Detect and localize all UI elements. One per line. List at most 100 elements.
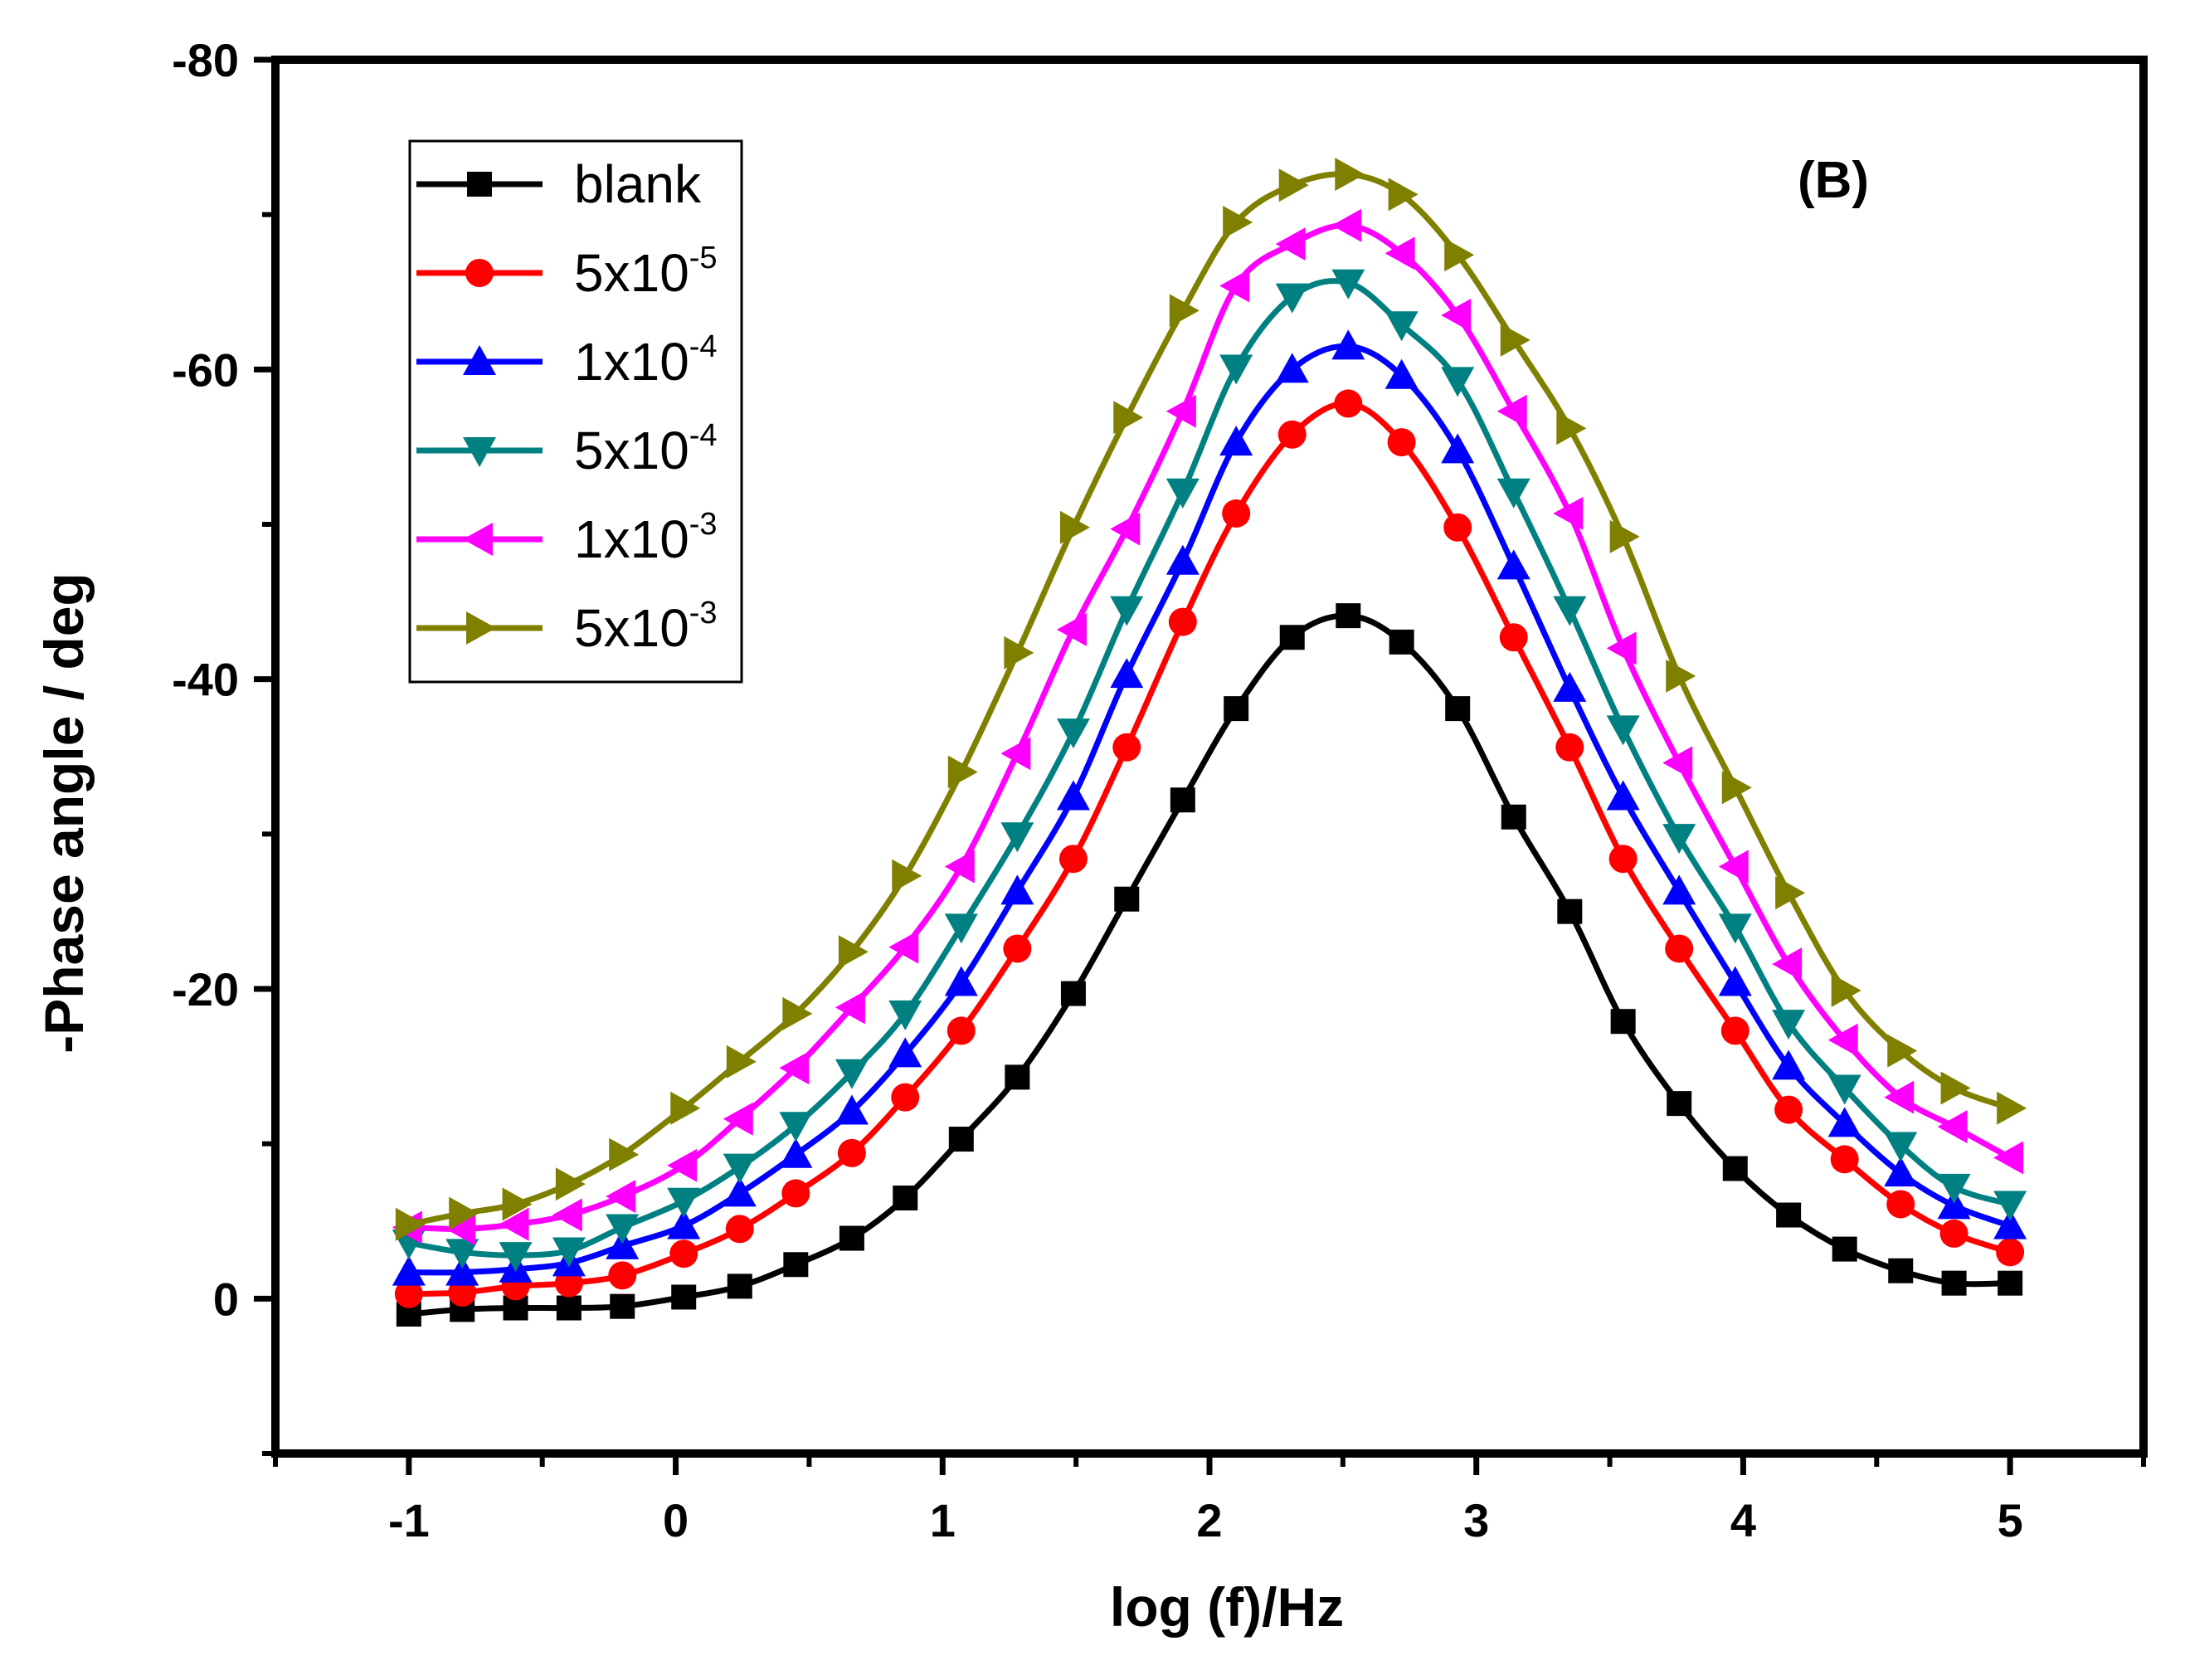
data-point xyxy=(1886,1190,1915,1219)
y-tick-label: -60 xyxy=(172,343,239,396)
data-point xyxy=(892,859,922,893)
legend: blank 5x10-5 1x10-4 5x10-4 1x10-3 5x10-3 xyxy=(408,139,743,684)
data-point xyxy=(1662,874,1696,905)
data-point xyxy=(1832,1236,1857,1262)
data-point xyxy=(1774,1095,1803,1124)
data-point xyxy=(552,1237,586,1268)
data-point xyxy=(394,1279,423,1308)
data-point xyxy=(502,1187,533,1221)
series-3 xyxy=(392,269,2027,1273)
data-point xyxy=(948,1127,974,1152)
x-axis-title: log (f)/Hz xyxy=(1110,1576,1344,1638)
data-point xyxy=(667,1187,701,1218)
data-point xyxy=(1165,478,1200,509)
data-point xyxy=(1884,1157,1918,1187)
data-point xyxy=(449,1196,479,1230)
data-point xyxy=(1387,428,1416,457)
data-point xyxy=(1827,1074,1861,1105)
data-point xyxy=(783,1252,809,1278)
data-point xyxy=(1336,603,1361,629)
data-point xyxy=(1937,1110,1968,1144)
data-point xyxy=(1331,269,1365,299)
data-point xyxy=(1772,1049,1806,1080)
data-point xyxy=(1441,367,1475,397)
data-point xyxy=(1003,934,1032,963)
data-point xyxy=(667,1209,701,1239)
x-tick-label: -1 xyxy=(388,1494,430,1546)
data-point xyxy=(1775,876,1806,910)
legend-label: 5x10-3 xyxy=(574,596,718,658)
data-point xyxy=(445,1212,476,1246)
data-point xyxy=(1993,1191,2027,1221)
series-5 xyxy=(395,158,2027,1241)
data-point xyxy=(445,1255,479,1286)
data-point xyxy=(1553,596,1587,626)
x-axis: -1 0 1 2 3 4 5 xyxy=(273,1454,2146,1546)
data-point xyxy=(838,935,869,969)
data-point xyxy=(1722,1156,1748,1181)
data-point xyxy=(1000,737,1031,771)
data-point xyxy=(1004,635,1034,670)
data-point xyxy=(1557,898,1583,924)
data-point xyxy=(1665,934,1694,963)
data-point xyxy=(1606,780,1640,811)
data-point xyxy=(1718,850,1749,884)
data-point xyxy=(1555,733,1584,762)
data-point xyxy=(1609,519,1640,553)
data-point xyxy=(1662,746,1693,780)
legend-swatch-marker xyxy=(465,259,494,287)
data-point xyxy=(1060,981,1086,1006)
data-point xyxy=(835,991,865,1025)
data-point xyxy=(1165,544,1200,575)
data-point xyxy=(667,1148,698,1182)
data-point xyxy=(1384,358,1419,389)
data-point xyxy=(723,1176,757,1207)
data-point xyxy=(1666,659,1696,693)
panel-label: (B) xyxy=(1798,152,1869,209)
data-point xyxy=(1831,973,1861,1007)
series-2 xyxy=(392,329,2027,1286)
legend-label: blank xyxy=(574,154,702,214)
data-point xyxy=(606,1229,640,1259)
data-point xyxy=(779,1137,813,1168)
data-point xyxy=(1499,623,1528,652)
data-point xyxy=(723,1102,753,1136)
data-point xyxy=(947,1016,976,1045)
data-point xyxy=(1998,1270,2023,1296)
data-point xyxy=(1500,323,1530,357)
data-point xyxy=(1000,874,1034,905)
data-point xyxy=(1000,822,1034,853)
data-point xyxy=(837,1138,866,1167)
data-point xyxy=(1667,1091,1692,1117)
data-point xyxy=(499,1242,533,1273)
data-point xyxy=(944,850,975,884)
data-point xyxy=(1496,549,1530,580)
data-point xyxy=(608,1261,637,1290)
series-1 xyxy=(394,389,2025,1308)
data-point xyxy=(1606,631,1637,665)
x-tick-label: 0 xyxy=(663,1494,689,1546)
legend-label: 5x10-5 xyxy=(574,241,718,303)
y-tick-label: -20 xyxy=(172,963,239,1015)
data-point xyxy=(944,966,978,996)
data-point xyxy=(1170,787,1195,813)
data-point xyxy=(1219,269,1250,303)
data-point xyxy=(556,1295,582,1321)
data-point xyxy=(1996,1238,2025,1267)
data-point xyxy=(1937,1173,1971,1204)
data-point xyxy=(725,1215,754,1244)
data-point xyxy=(555,1167,586,1201)
data-point xyxy=(1718,966,1752,996)
data-point xyxy=(610,1293,635,1319)
series-4 xyxy=(392,208,2024,1246)
data-point xyxy=(1553,671,1587,702)
data-point xyxy=(1830,1145,1859,1174)
data-point xyxy=(944,913,978,944)
data-point xyxy=(839,1225,864,1251)
legend-label: 5x10-4 xyxy=(574,418,718,480)
data-point xyxy=(1501,804,1526,830)
legend-swatch-marker xyxy=(463,523,493,556)
y-axis: 0 -20 -40 -60 -80 xyxy=(172,34,275,1456)
